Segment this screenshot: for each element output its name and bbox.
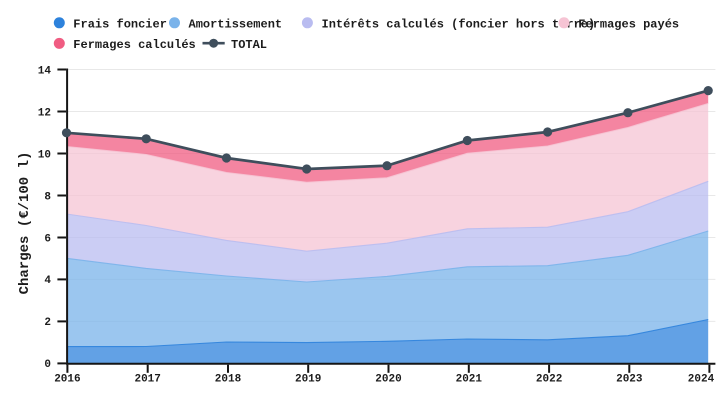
svg-text:6: 6	[44, 233, 51, 245]
svg-text:2018: 2018	[215, 374, 242, 386]
svg-text:2016: 2016	[54, 374, 80, 386]
svg-text:10: 10	[38, 149, 51, 161]
svg-text:Intérêts calculés (foncier hor: Intérêts calculés (foncier hors terre)	[322, 18, 596, 32]
svg-text:Fermages calculés: Fermages calculés	[73, 38, 195, 52]
svg-text:2017: 2017	[134, 374, 160, 386]
svg-text:2: 2	[44, 317, 51, 329]
svg-text:Charges (€/100 l): Charges (€/100 l)	[17, 152, 33, 295]
svg-text:14: 14	[38, 65, 52, 77]
svg-text:8: 8	[44, 191, 51, 203]
svg-text:Fermages payés: Fermages payés	[578, 18, 679, 32]
svg-text:2022: 2022	[536, 374, 562, 386]
svg-text:2024: 2024	[688, 374, 715, 386]
svg-text:TOTAL: TOTAL	[231, 38, 267, 52]
svg-text:12: 12	[38, 107, 51, 119]
svg-text:0: 0	[44, 359, 51, 371]
svg-text:2023: 2023	[616, 374, 643, 386]
svg-text:2020: 2020	[375, 374, 401, 386]
svg-text:2021: 2021	[456, 374, 483, 386]
svg-text:2019: 2019	[295, 374, 321, 386]
svg-text:4: 4	[44, 275, 51, 287]
svg-text:Amortissement: Amortissement	[189, 18, 283, 32]
svg-text:Frais foncier: Frais foncier	[73, 18, 167, 32]
